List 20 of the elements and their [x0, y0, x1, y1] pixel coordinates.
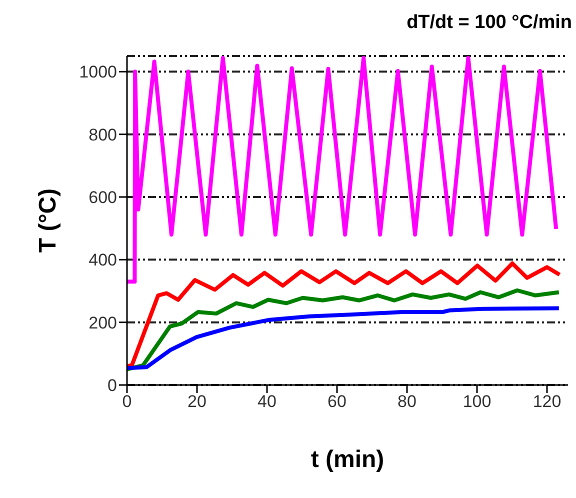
- y-tick-label: 0: [108, 376, 117, 396]
- x-tick-label: 60: [328, 392, 346, 412]
- x-axis-title: t (min): [310, 446, 384, 473]
- line-series: [127, 306, 561, 370]
- x-tick-label: 100: [462, 392, 492, 412]
- x-tick-label: 20: [188, 392, 206, 412]
- line-series: [127, 288, 561, 372]
- x-tick-label: 80: [398, 392, 416, 412]
- x-tick-label: 120: [532, 392, 562, 412]
- y-tick-label: 400: [88, 250, 117, 270]
- x-tick-label: 0: [122, 392, 132, 412]
- y-tick-label: 200: [88, 313, 117, 332]
- y-tick-label: 600: [88, 188, 117, 208]
- chart-title: dT/dt = 100 °C/min: [406, 12, 572, 34]
- y-axis-title: T (°C): [34, 188, 62, 253]
- line-series: [127, 56, 558, 284]
- line-series: [127, 261, 562, 368]
- y-tick-label: 1000: [79, 62, 117, 82]
- y-tick-label: 800: [88, 125, 117, 144]
- x-tick-label: 40: [258, 392, 276, 412]
